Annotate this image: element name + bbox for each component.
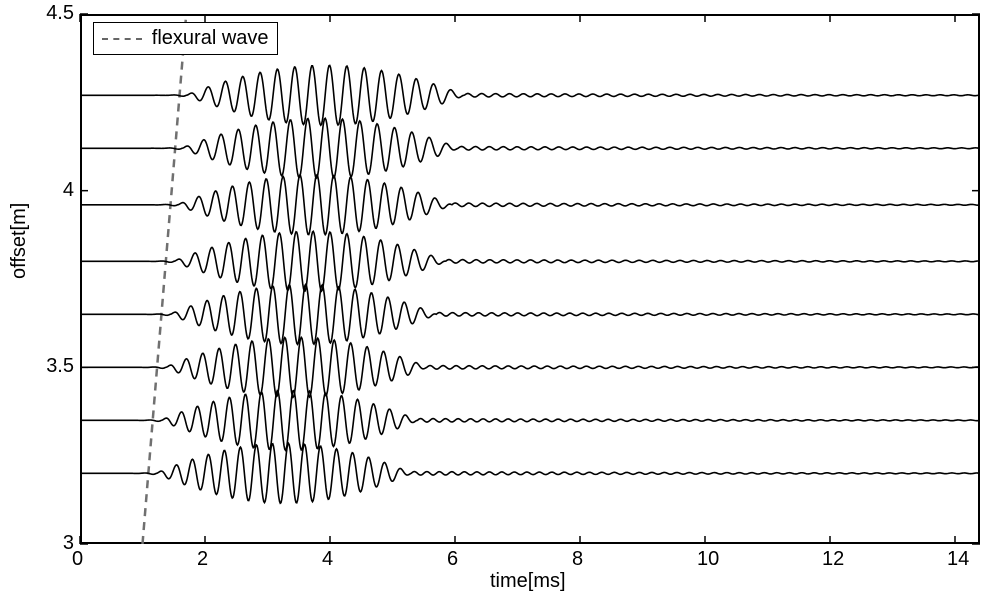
- trace: [80, 391, 979, 451]
- trace: [80, 65, 979, 125]
- y-tick-label: 4: [63, 179, 74, 202]
- x-tick-label: 8: [572, 548, 583, 571]
- y-axis-label: offset[m]: [8, 203, 31, 279]
- x-tick-label: 14: [947, 548, 969, 571]
- trace: [80, 337, 979, 397]
- x-tick-label: 4: [322, 548, 333, 571]
- x-tick-label: 6: [447, 548, 458, 571]
- trace: [80, 231, 979, 291]
- y-tick-label: 3.5: [46, 355, 74, 378]
- trace: [80, 443, 979, 503]
- x-axis-label: time[ms]: [490, 570, 566, 593]
- chart-svg: [0, 0, 1000, 586]
- trace: [80, 175, 979, 235]
- legend: flexural wave: [93, 22, 278, 55]
- y-tick-label: 4.5: [46, 2, 74, 25]
- legend-label-flexural: flexural wave: [152, 27, 269, 50]
- trace: [80, 118, 979, 178]
- y-tick-label: 3: [63, 532, 74, 555]
- x-tick-label: 2: [197, 548, 208, 571]
- legend-line-flexural: [102, 38, 142, 40]
- trace: [80, 284, 979, 344]
- x-tick-label: 10: [697, 548, 719, 571]
- x-tick-label: 12: [822, 548, 844, 571]
